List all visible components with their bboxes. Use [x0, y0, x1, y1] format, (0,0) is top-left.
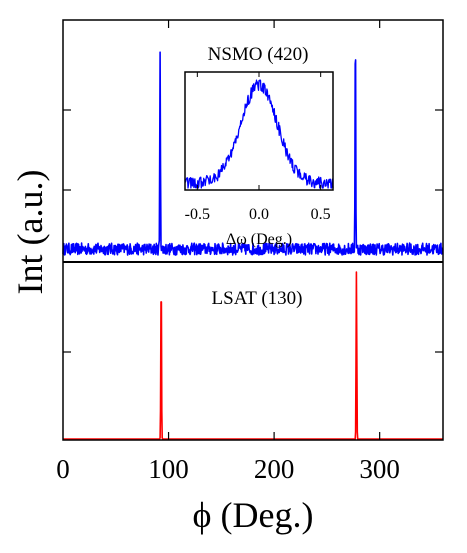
inset-background — [185, 72, 333, 190]
inset: -0.5 0.0 0.5 Δω (Deg.) — [184, 71, 334, 248]
inset-trace — [184, 79, 334, 189]
inset-x-tick-label: -0.5 — [185, 206, 210, 223]
inset-x-tick-label: 0.0 — [249, 206, 269, 223]
x-tick-label: 100 — [148, 454, 189, 484]
x-tick-label: 200 — [254, 454, 295, 484]
x-tick-labels: 0 100 200 300 — [56, 454, 400, 484]
inset-x-ticks — [196, 72, 322, 190]
y-axis-label: Int (a.u.) — [10, 170, 50, 295]
inset-x-axis-label: Δω (Deg.) — [226, 231, 292, 248]
series-line-nsmo — [62, 51, 444, 256]
x-axis-label: ϕ (Deg.) — [193, 495, 314, 535]
inset-x-tick-labels: -0.5 0.0 0.5 — [185, 206, 331, 223]
x-tick-label: 300 — [359, 454, 400, 484]
plot-frame — [62, 19, 444, 441]
y-ticks-right — [435, 109, 443, 353]
annotation-nsmo: NSMO (420) — [208, 44, 309, 65]
x-tick-label: 0 — [56, 454, 70, 484]
x-ticks — [167, 20, 381, 440]
inset-x-tick-label: 0.5 — [311, 206, 331, 223]
y-ticks-left — [63, 109, 71, 353]
annotation-lsat: LSAT (130) — [212, 288, 303, 309]
inset-series-line — [184, 79, 334, 189]
